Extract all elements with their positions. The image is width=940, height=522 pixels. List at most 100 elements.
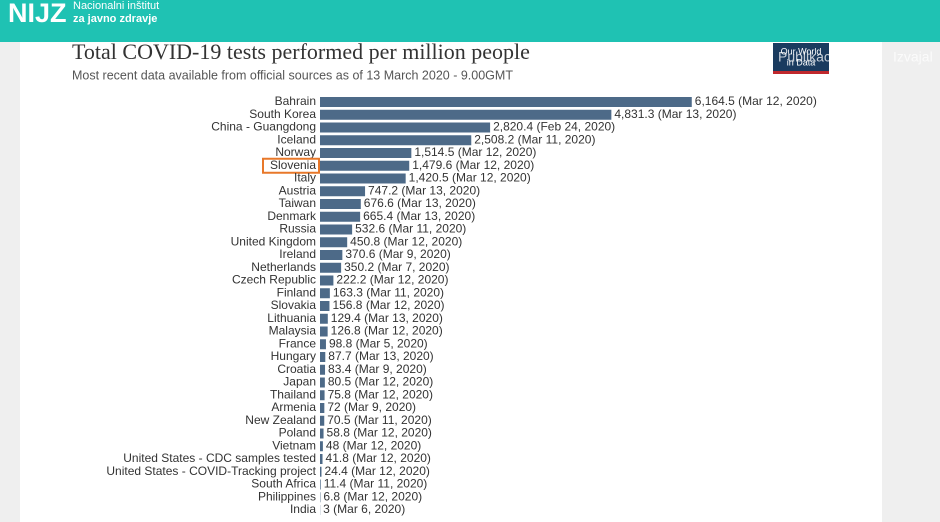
value-label: 98.8 (Mar 5, 2020) <box>329 336 428 350</box>
value-label: 6.8 (Mar 12, 2020) <box>323 489 422 503</box>
category-label: South Korea <box>249 107 316 121</box>
value-label: 58.8 (Mar 12, 2020) <box>327 426 432 440</box>
bar <box>320 122 491 133</box>
category-label: Hungary <box>271 349 316 363</box>
value-label: 41.8 (Mar 12, 2020) <box>326 451 431 465</box>
value-label: 4,831.3 (Mar 13, 2020) <box>614 107 736 121</box>
value-label: 450.8 (Mar 12, 2020) <box>350 234 462 248</box>
bar <box>320 237 348 248</box>
bar <box>320 199 361 209</box>
bar <box>320 301 330 311</box>
category-label: South Africa <box>251 477 316 491</box>
category-label: Malaysia <box>269 324 317 338</box>
value-label: 1,479.6 (Mar 12, 2020) <box>412 158 534 172</box>
value-label: 87.7 (Mar 13, 2020) <box>328 349 433 363</box>
value-label: 11.4 (Mar 11, 2020) <box>324 477 428 491</box>
value-label: 747.2 (Mar 13, 2020) <box>368 183 480 197</box>
value-label: 126.8 (Mar 12, 2020) <box>331 324 443 338</box>
category-label: Lithuania <box>267 311 316 325</box>
category-label: Japan <box>283 375 316 389</box>
bar <box>320 377 325 388</box>
category-label: Slovenia <box>270 158 316 172</box>
bar <box>320 415 325 426</box>
top-bar <box>0 0 940 42</box>
category-label: Vietnam <box>272 438 316 452</box>
bar <box>320 109 612 120</box>
nav-link[interactable]: Publikacije <box>778 49 845 65</box>
category-label: Finland <box>277 285 316 299</box>
bar <box>320 403 325 413</box>
category-label: Poland <box>279 426 316 440</box>
bar <box>320 390 325 401</box>
category-label: Czech Republic <box>232 273 316 287</box>
category-label: India <box>290 502 316 516</box>
value-label: 370.6 (Mar 9, 2020) <box>345 247 450 261</box>
bar <box>320 428 324 439</box>
bar <box>320 466 322 477</box>
category-label: Armenia <box>271 400 316 414</box>
category-label: Russia <box>279 222 316 236</box>
bar <box>320 352 326 362</box>
value-label: 24.4 (Mar 12, 2020) <box>324 464 429 478</box>
owid-logo-stripe <box>773 71 829 74</box>
value-label: 1,514.5 (Mar 12, 2020) <box>414 145 536 159</box>
value-label: 2,820.4 (Feb 24, 2020) <box>493 120 615 134</box>
value-label: 1,420.5 (Mar 12, 2020) <box>409 171 531 185</box>
owid-logo-text: in Data <box>787 57 816 67</box>
bar <box>320 364 326 375</box>
bar <box>320 275 334 286</box>
category-label: Italy <box>294 171 316 185</box>
owid-logo-text: Our World <box>781 46 822 56</box>
category-label: New Zealand <box>245 413 316 427</box>
bar <box>320 313 328 324</box>
category-label: Bahrain <box>275 94 316 108</box>
nav-link[interactable]: Podatki <box>615 49 662 65</box>
value-label: 350.2 (Mar 7, 2020) <box>344 260 449 274</box>
category-label: Philippines <box>258 489 316 503</box>
category-label: Netherlands <box>251 260 316 274</box>
bar <box>320 160 410 171</box>
value-label: 222.2 (Mar 12, 2020) <box>336 273 448 287</box>
owid-logo <box>773 43 829 73</box>
category-label: Croatia <box>277 362 316 376</box>
category-label: United States - CDC samples tested <box>123 451 316 465</box>
nav-link[interactable]: Izvajal <box>893 49 933 65</box>
value-label: 676.6 (Mar 13, 2020) <box>364 196 476 210</box>
bar <box>320 288 330 299</box>
chart-subtitle: Most recent data available from official… <box>72 68 513 82</box>
bar <box>320 224 353 235</box>
bar <box>320 148 412 158</box>
bar <box>320 173 406 184</box>
chart-title: Total COVID-19 tests performed per milli… <box>72 39 530 64</box>
highlight-box <box>262 157 320 174</box>
category-label: Iceland <box>277 132 316 146</box>
nav-link[interactable]: NIJZ <box>706 49 736 65</box>
category-label: Thailand <box>270 387 316 401</box>
bar <box>320 97 692 107</box>
bar <box>320 262 342 273</box>
category-label: Taiwan <box>279 196 316 210</box>
bar <box>320 454 323 464</box>
value-label: 665.4 (Mar 13, 2020) <box>363 209 475 223</box>
bar <box>320 250 343 260</box>
value-label: 72 (Mar 9, 2020) <box>327 400 416 414</box>
chart-card <box>20 42 882 522</box>
bar <box>320 135 472 146</box>
category-label: France <box>279 336 317 350</box>
value-label: 129.4 (Mar 13, 2020) <box>331 311 443 325</box>
value-label: 75.8 (Mar 12, 2020) <box>328 387 433 401</box>
value-label: 80.5 (Mar 12, 2020) <box>328 375 433 389</box>
category-label: Austria <box>279 183 317 197</box>
value-label: 70.5 (Mar 11, 2020) <box>327 413 432 427</box>
bar <box>320 186 366 197</box>
category-label: United States - COVID-Tracking project <box>106 464 316 478</box>
category-label: Norway <box>275 145 316 159</box>
site-logo[interactable]: NIJZ <box>8 0 67 28</box>
category-label: Denmark <box>267 209 317 223</box>
value-label: 48 (Mar 12, 2020) <box>326 438 421 452</box>
bar <box>320 211 361 222</box>
category-label: Ireland <box>279 247 316 261</box>
bar <box>320 339 326 350</box>
